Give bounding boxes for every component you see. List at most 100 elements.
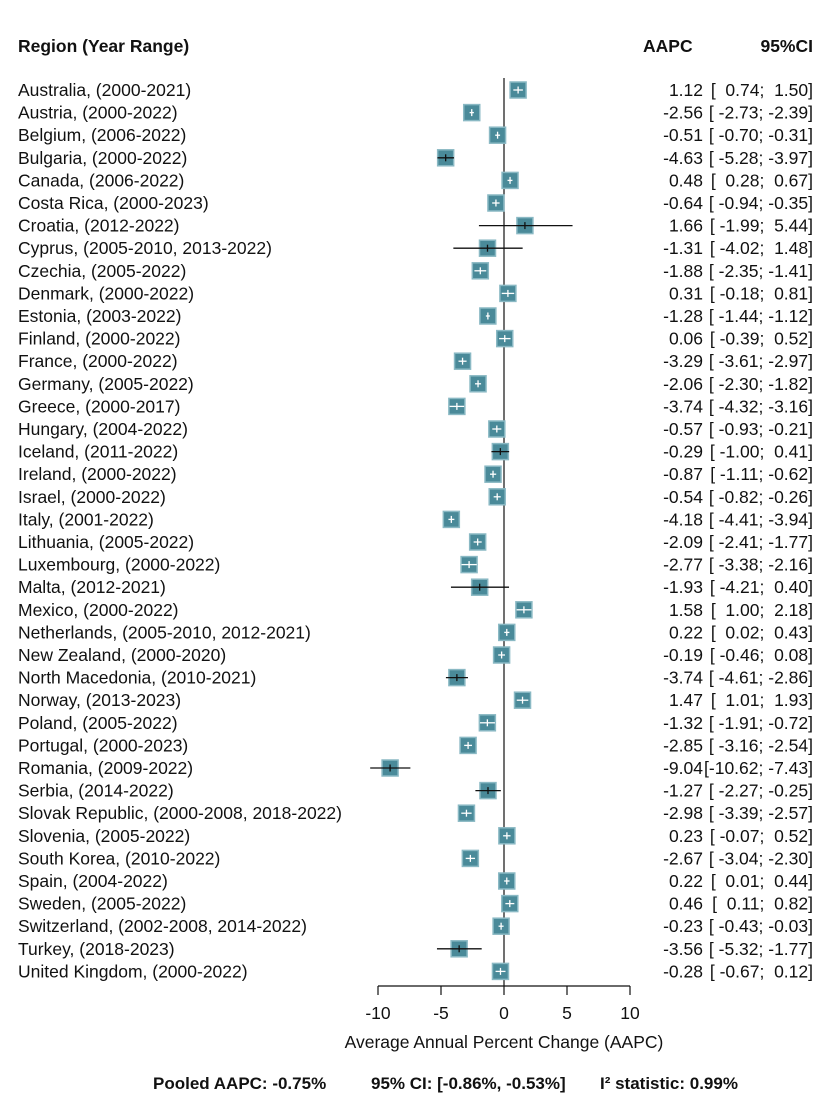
row-label: Lithuania, (2005-2022) [18,532,194,552]
forest-row: Slovenia, (2005-2022) 0.23 [ -0.07; 0.52] [18,826,813,846]
row-ci-value: [ 1.00; 2.18] [711,600,813,620]
row-label: Mexico, (2000-2022) [18,600,179,620]
forest-row: Spain, (2004-2022) 0.22 [ 0.01; 0.44] [18,871,813,891]
row-ci-value: [ -2.41; -1.77] [709,532,813,552]
row-ci-value: [ -1.99; 5.44] [710,216,813,236]
forest-row: Norway, (2013-2023) 1.47 [ 1.01; 1.93] [18,690,813,710]
row-ci-value: [ -0.93; -0.21] [709,419,813,439]
forest-row: North Macedonia, (2010-2021) -3.74 [ -4.61… [18,668,813,688]
row-ci-value: [ -1.11; -0.62] [710,464,813,484]
x-tick-label: 0 [499,1003,509,1023]
forest-row: Finland, (2000-2022) 0.06 [ -0.39; 0.52] [18,329,813,349]
row-label: France, (2000-2022) [18,351,178,371]
forest-row: Belgium, (2006-2022) -0.51 [ -0.70; -0.31] [18,125,813,145]
row-aapc-value: -2.06 [663,374,703,394]
row-label: Costa Rica, (2000-2023) [18,193,209,213]
row-label: Portugal, (2000-2023) [18,735,188,755]
row-label: Czechia, (2005-2022) [18,261,186,281]
row-ci-value: [ -0.39; 0.52] [710,329,813,349]
row-aapc-value: -3.29 [663,351,703,371]
row-aapc-value: -1.31 [663,238,703,258]
row-aapc-value: -4.18 [663,509,703,529]
row-ci-value: [ 0.01; 0.44] [711,871,813,891]
row-label: Germany, (2005-2022) [18,374,194,394]
row-aapc-value: 0.48 [669,170,703,190]
header-ci: 95%CI [760,36,813,56]
forest-row: Ireland, (2000-2022) -0.87 [ -1.11; -0.62] [18,464,813,484]
forest-row: Estonia, (2003-2022) -1.28 [ -1.44; -1.12] [18,306,813,326]
row-label: South Korea, (2010-2022) [18,848,220,868]
row-ci-value: [ -2.27; -0.25] [709,781,813,801]
row-ci-value: [ -2.30; -1.82] [709,374,813,394]
row-aapc-value: 1.66 [669,216,703,236]
forest-row: South Korea, (2010-2022) -2.67 [ -3.04; -2… [18,848,813,868]
row-aapc-value: -0.54 [663,487,703,507]
row-ci-value: [ -4.41; -3.94] [709,509,813,529]
row-ci-value: [ -4.61; -2.86] [709,668,813,688]
row-label: North Macedonia, (2010-2021) [18,668,256,688]
row-ci-value: [ -3.61; -2.97] [709,351,813,371]
forest-row: Malta, (2012-2021) -1.93 [ -4.21; 0.40] [18,577,813,597]
row-ci-value: [ -0.46; 0.08] [710,645,813,665]
forest-row: New Zealand, (2000-2020) -0.19 [ -0.46; 0.… [18,645,813,665]
row-aapc-value: -0.87 [663,464,703,484]
row-aapc-value: -4.63 [663,148,703,168]
i2-statistic-text: I² statistic: 0.99% [600,1074,738,1093]
forest-row: Turkey, (2018-2023) -3.56 [ -5.32; -1.77] [18,939,813,959]
x-tick-label: 10 [620,1003,640,1023]
forest-row: Slovak Republic, (2000-2008, 2018-2022) -… [18,803,813,823]
forest-row: Canada, (2006-2022) 0.48 [ 0.28; 0.67] [18,170,813,190]
x-axis-label: Average Annual Percent Change (AAPC) [345,1032,664,1052]
forest-row: Iceland, (2011-2022) -0.29 [ -1.00; 0.41] [18,442,813,462]
row-ci-value: [ -4.02; 1.48] [710,238,813,258]
row-aapc-value: -3.74 [663,396,703,416]
row-label: Slovak Republic, (2000-2008, 2018-2022) [18,803,342,823]
row-label: Belgium, (2006-2022) [18,125,186,145]
forest-row: Poland, (2005-2022) -1.32 [ -1.91; -0.72] [18,713,813,733]
row-label: Italy, (2001-2022) [18,509,154,529]
row-ci-value: [ -0.82; -0.26] [709,487,813,507]
row-label: Greece, (2000-2017) [18,396,180,416]
row-label: Sweden, (2005-2022) [18,894,186,914]
row-ci-value: [ -3.39; -2.57] [709,803,813,823]
row-label: New Zealand, (2000-2020) [18,645,226,665]
row-label: Finland, (2000-2022) [18,329,180,349]
row-label: Estonia, (2003-2022) [18,306,181,326]
row-aapc-value: 0.22 [669,871,703,891]
forest-row: France, (2000-2022) -3.29 [ -3.61; -2.97] [18,351,813,371]
forest-row: Austria, (2000-2022) -2.56 [ -2.73; -2.39] [18,103,813,123]
forest-row: Switzerland, (2002-2008, 2014-2022) -0.23… [18,916,813,936]
row-label: Bulgaria, (2000-2022) [18,148,187,168]
row-aapc-value: 0.22 [669,622,703,642]
forest-row: Croatia, (2012-2022) 1.66 [ -1.99; 5.44] [18,216,813,236]
row-ci-value: [ -3.04; -2.30] [709,848,813,868]
row-aapc-value: 0.23 [669,826,703,846]
row-aapc-value: 1.12 [669,80,703,100]
row-label: Malta, (2012-2021) [18,577,166,597]
row-aapc-value: 1.47 [669,690,703,710]
forest-row: Portugal, (2000-2023) -2.85 [ -3.16; -2.54… [18,735,813,755]
row-ci-value: [ -1.91; -0.72] [709,713,813,733]
header-aapc: AAPC [643,36,693,56]
forest-row: Denmark, (2000-2022) 0.31 [ -0.18; 0.81] [18,283,813,303]
row-ci-value: [ -0.94; -0.35] [709,193,813,213]
row-label: Hungary, (2004-2022) [18,419,188,439]
row-aapc-value: -3.74 [663,668,703,688]
forest-row: Germany, (2005-2022) -2.06 [ -2.30; -1.82] [18,374,813,394]
forest-row: Lithuania, (2005-2022) -2.09 [ -2.41; -1.7… [18,532,813,552]
forest-row: United Kingdom, (2000-2022) -0.28 [ -0.67;… [18,961,813,981]
row-label: Austria, (2000-2022) [18,103,178,123]
x-tick-label: -10 [365,1003,391,1023]
row-label: Turkey, (2018-2023) [18,939,175,959]
row-ci-value: [ -2.35; -1.41] [709,261,813,281]
row-aapc-value: -0.51 [663,125,703,145]
row-aapc-value: -0.29 [663,442,703,462]
row-aapc-value: -2.56 [663,103,703,123]
row-ci-value: [ -2.73; -2.39] [709,103,813,123]
row-aapc-value: -1.27 [663,781,703,801]
row-aapc-value: -2.85 [663,735,703,755]
row-ci-value: [ -3.38; -2.16] [709,555,813,575]
x-tick-label: 5 [562,1003,572,1023]
forest-row: Israel, (2000-2022) -0.54 [ -0.82; -0.26] [18,487,813,507]
